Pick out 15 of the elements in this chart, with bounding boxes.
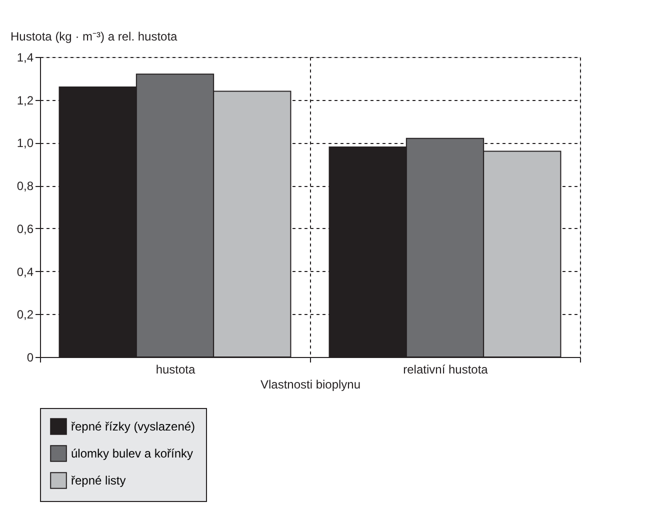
legend-label: úlomky bulev a kořínky (71, 446, 194, 460)
legend-label: řepné listy (71, 474, 126, 488)
y-tick-label: 0,2 (16, 308, 34, 322)
y-tick-label: 0,6 (16, 222, 34, 236)
x-tick-label: hustota (156, 362, 196, 376)
y-axis-title: Hustota (kg · m⁻³) a rel. hustota (10, 30, 178, 44)
legend-label: řepné řízky (vyslazené) (71, 420, 196, 434)
y-tick-label: 1,2 (16, 93, 34, 108)
y-tick-label: 1,4 (16, 50, 34, 64)
y-tick-label: 0,4 (16, 264, 34, 279)
y-tick-label: 0 (26, 350, 34, 364)
x-axis-title: Vlastnosti bioplynu (260, 378, 361, 392)
y-tick-label: 0,8 (16, 179, 34, 194)
y-tick-label: 1,0 (16, 136, 34, 150)
x-tick-label: relativní hustota (403, 362, 488, 376)
